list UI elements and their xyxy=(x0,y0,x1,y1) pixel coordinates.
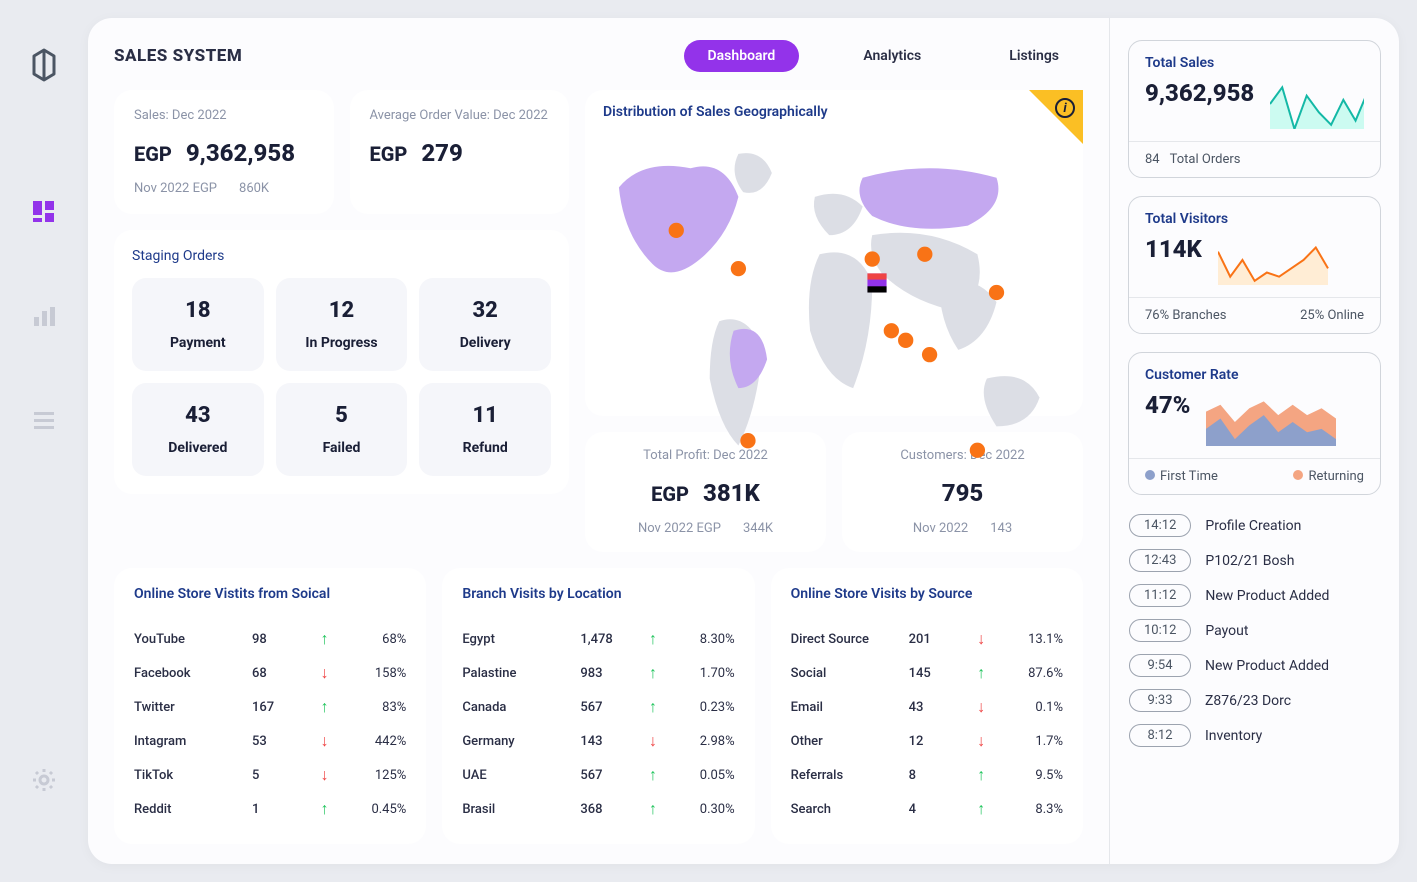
branch-table: Branch Visits by Location Egypt1,478↑8.3… xyxy=(442,568,754,844)
table-row: YouTube98↑68% xyxy=(134,622,406,656)
staging-stat: 12In Progress xyxy=(276,278,408,371)
header: SALES SYSTEM Dashboard Analytics Listing… xyxy=(114,40,1083,72)
nav-settings-icon[interactable] xyxy=(22,758,66,802)
visitors-widget: Total Visitors 114K 76% Branches 25% Onl… xyxy=(1128,196,1381,334)
staging-stat: 11Refund xyxy=(419,383,551,476)
activity-feed: 14:12Profile Creation 12:43P102/21 Bosh 11… xyxy=(1128,513,1381,760)
sales-card: Sales: Dec 2022 EGP 9,362,958 Nov 2022 E… xyxy=(114,90,334,214)
table-row: Intagram53↓442% xyxy=(134,724,406,758)
activity-row: 8:12Inventory xyxy=(1129,724,1380,747)
table-row: Other12↓1.7% xyxy=(791,724,1063,758)
table-row: Palastine983↑1.70% xyxy=(462,656,734,690)
aov-label: Average Order Value: Dec 2022 xyxy=(370,108,550,123)
table-row: UAE567↑0.05% xyxy=(462,758,734,792)
staging-stat: 5Failed xyxy=(276,383,408,476)
table-row: Egypt1,478↑8.30% xyxy=(462,622,734,656)
table-row: Canada567↑0.23% xyxy=(462,690,734,724)
page-title: SALES SYSTEM xyxy=(114,46,242,66)
table-row: Facebook68↓158% xyxy=(134,656,406,690)
table-row: TikTok5↓125% xyxy=(134,758,406,792)
table-row: Germany143↓2.98% xyxy=(462,724,734,758)
profit-value: 381K xyxy=(703,479,760,507)
aov-card: Average Order Value: Dec 2022 EGP 279 xyxy=(350,90,570,214)
visitors-sparkline xyxy=(1218,235,1364,285)
map-card: i Distribution of Sales Geographically xyxy=(585,90,1083,416)
source-table: Online Store Visits by Source Direct Sou… xyxy=(771,568,1083,844)
rate-value: 47% xyxy=(1145,391,1190,419)
staging-stat: 18Payment xyxy=(132,278,264,371)
table-row: Social145↑87.6% xyxy=(791,656,1063,690)
aov-value: 279 xyxy=(421,139,463,167)
right-sidebar: Total Sales 9,362,958 84 Total Orders To… xyxy=(1109,18,1399,864)
sales-value: 9,362,958 xyxy=(186,139,295,167)
activity-row: 10:12Payout xyxy=(1129,619,1380,642)
activity-row: 11:12New Product Added xyxy=(1129,584,1380,607)
sales-sparkline xyxy=(1270,79,1364,129)
activity-row: 9:54New Product Added xyxy=(1129,654,1380,677)
nav-dashboard-icon[interactable] xyxy=(22,190,66,234)
world-map xyxy=(595,130,1073,465)
activity-row: 12:43P102/21 Bosh xyxy=(1129,549,1380,572)
info-icon[interactable]: i xyxy=(1055,98,1075,118)
activity-row: 9:33Z876/23 Dorc xyxy=(1129,689,1380,712)
header-tabs: Dashboard Analytics Listings xyxy=(684,40,1083,72)
table-row: Reddit1↑0.45% xyxy=(134,792,406,826)
activity-row: 14:12Profile Creation xyxy=(1129,514,1380,537)
table-row: Twitter167↑83% xyxy=(134,690,406,724)
visitors-value: 114K xyxy=(1145,235,1202,263)
total-sales-widget: Total Sales 9,362,958 84 Total Orders xyxy=(1128,40,1381,178)
tab-analytics[interactable]: Analytics xyxy=(839,40,945,72)
sales-label: Sales: Dec 2022 xyxy=(134,108,314,123)
table-row: Email43↓0.1% xyxy=(791,690,1063,724)
tab-dashboard[interactable]: Dashboard xyxy=(684,40,800,72)
tab-listings[interactable]: Listings xyxy=(985,40,1083,72)
staging-stat: 43Delivered xyxy=(132,383,264,476)
staging-stat: 32Delivery xyxy=(419,278,551,371)
table-row: Referrals8↑9.5% xyxy=(791,758,1063,792)
social-table: Online Store Vistits from Soical YouTube… xyxy=(114,568,426,844)
staging-card: Staging Orders 18Payment12In Progress32D… xyxy=(114,230,569,494)
rate-widget: Customer Rate 47% First TimeReturning xyxy=(1128,352,1381,495)
nav-menu-icon[interactable] xyxy=(22,398,66,442)
app-logo xyxy=(28,44,60,90)
sidebar xyxy=(0,0,88,882)
table-row: Brasil368↑0.30% xyxy=(462,792,734,826)
table-row: Direct Source201↓13.1% xyxy=(791,622,1063,656)
customers-value: 795 xyxy=(942,479,984,507)
nav-analytics-icon[interactable] xyxy=(22,294,66,338)
table-row: Search4↑8.3% xyxy=(791,792,1063,826)
rate-area-chart xyxy=(1206,391,1364,446)
total-sales-value: 9,362,958 xyxy=(1145,79,1254,107)
main-panel: SALES SYSTEM Dashboard Analytics Listing… xyxy=(88,18,1399,864)
